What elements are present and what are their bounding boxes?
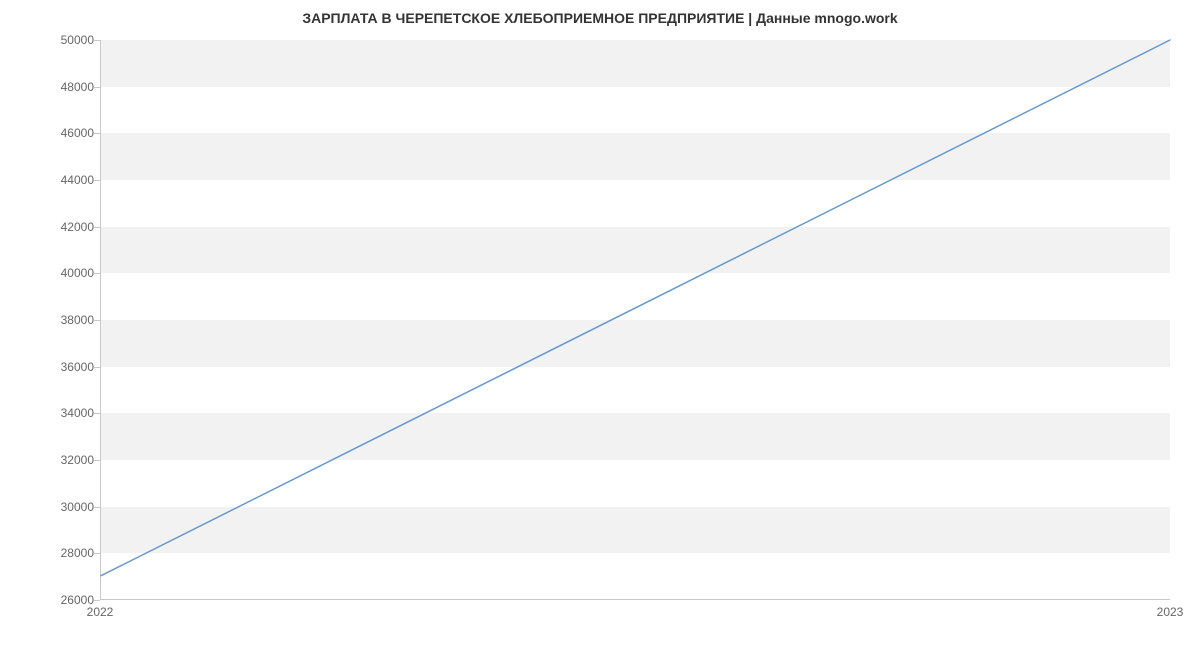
salary-line-chart: ЗАРПЛАТА В ЧЕРЕПЕТСКОЕ ХЛЕБОПРИЕМНОЕ ПРЕ… [0, 0, 1200, 650]
y-tick-label: 48000 [61, 80, 94, 94]
y-tick-label: 38000 [61, 313, 94, 327]
y-tick-label: 40000 [61, 266, 94, 280]
y-tick-label: 36000 [61, 360, 94, 374]
y-tick-label: 32000 [61, 453, 94, 467]
x-tick-label: 2023 [1157, 605, 1184, 619]
y-tick-label: 42000 [61, 220, 94, 234]
y-tick-mark [94, 600, 100, 601]
y-tick-label: 30000 [61, 500, 94, 514]
y-tick-label: 50000 [61, 33, 94, 47]
plot-area [100, 40, 1170, 600]
chart-title: ЗАРПЛАТА В ЧЕРЕПЕТСКОЕ ХЛЕБОПРИЕМНОЕ ПРЕ… [0, 10, 1200, 26]
y-tick-label: 46000 [61, 126, 94, 140]
x-tick-label: 2022 [87, 605, 114, 619]
y-tick-label: 34000 [61, 406, 94, 420]
y-tick-label: 44000 [61, 173, 94, 187]
y-tick-label: 28000 [61, 546, 94, 560]
series-line-salary [101, 40, 1170, 576]
series-layer [101, 40, 1170, 599]
